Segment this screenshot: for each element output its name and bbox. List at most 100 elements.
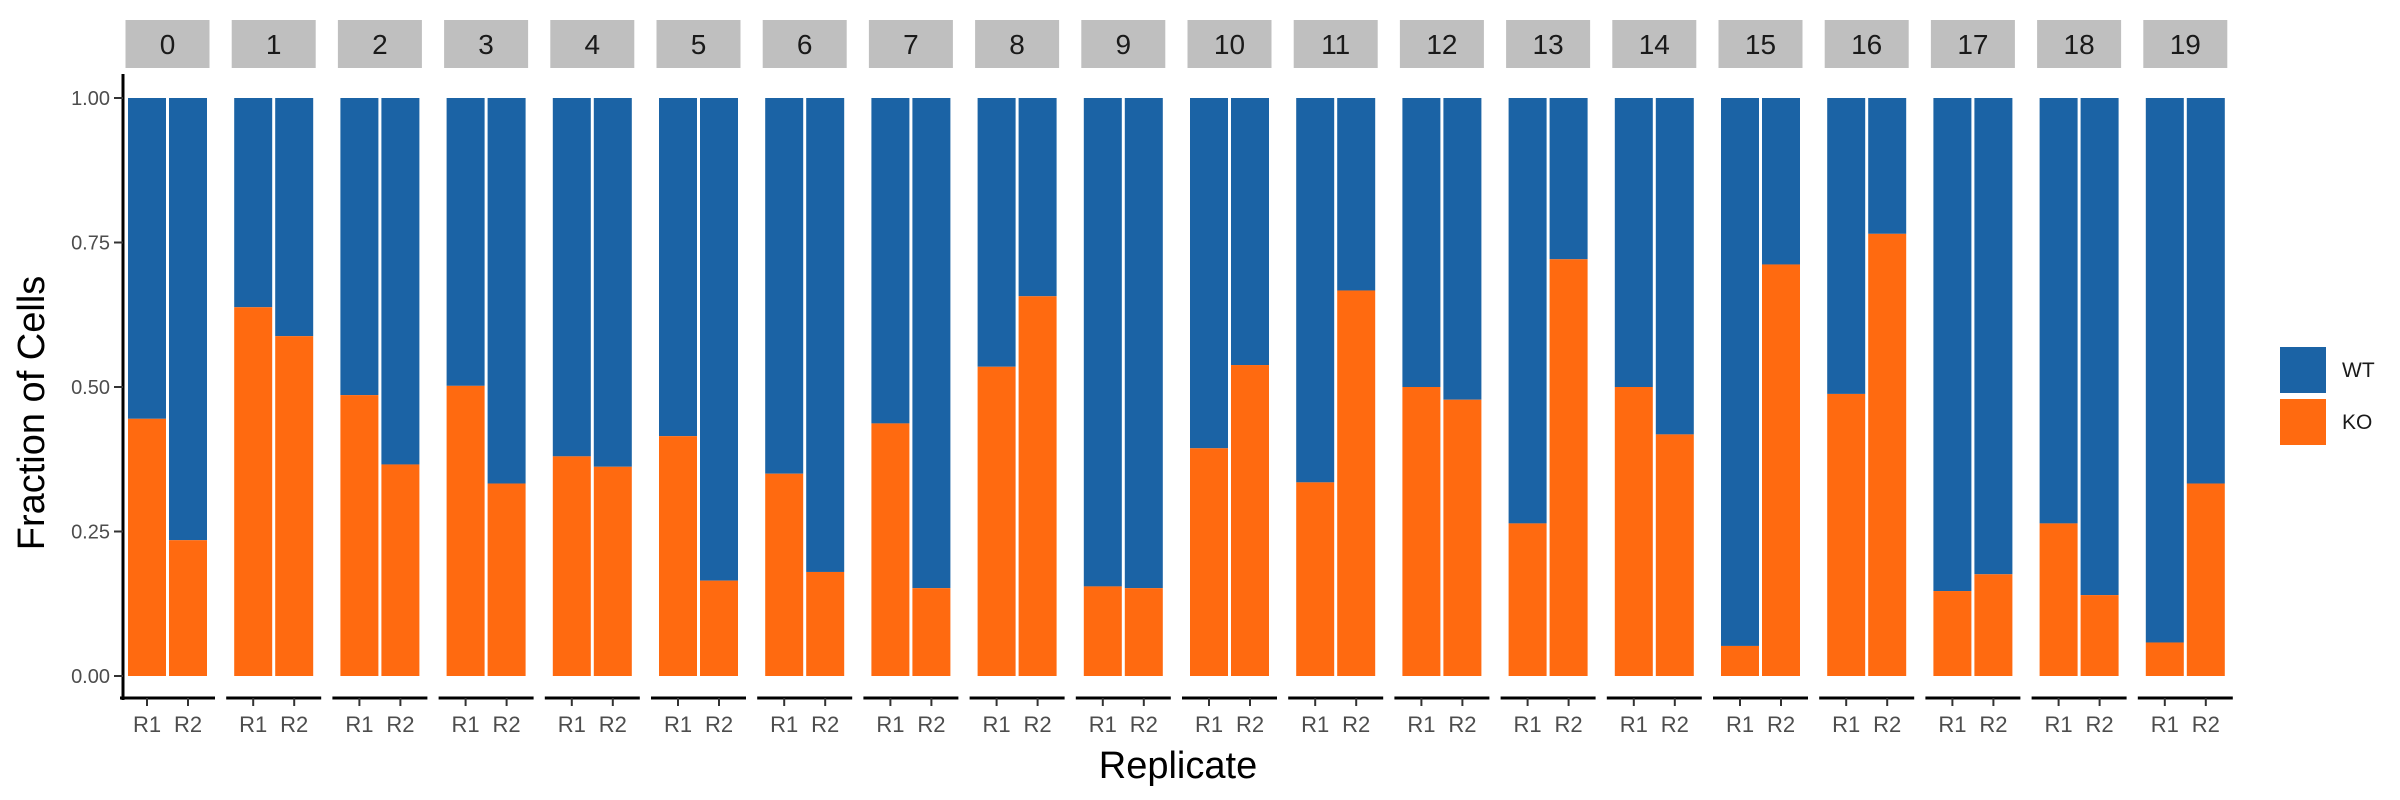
y-tick-label: 1.00 — [71, 88, 110, 110]
x-tick-label: R1 — [1620, 712, 1648, 737]
bar-segment-ko — [275, 336, 314, 676]
bar-segment-wt — [340, 98, 379, 396]
facet-strip — [1187, 20, 1272, 68]
x-tick-label: R1 — [1938, 712, 1966, 737]
bar-segment-wt — [659, 98, 697, 437]
bar-segment-wt — [487, 98, 526, 484]
bar-segment-wt — [1402, 98, 1441, 387]
bar-segment-wt — [912, 98, 951, 589]
x-tick-label: R1 — [1301, 712, 1329, 737]
bar-segment-wt — [2039, 98, 2078, 524]
facet-strip-label: 16 — [1851, 29, 1882, 60]
y-axis: 0.00 0.25 0.50 0.75 1.00 — [71, 74, 125, 700]
facet-panel: 14 R1 R2 — [1606, 20, 1702, 737]
bar-segment-wt — [1549, 98, 1588, 260]
legend-swatch — [2280, 347, 2326, 393]
x-tick-label: R2 — [1979, 712, 2007, 737]
facet-panel: 10 R1 R2 — [1182, 20, 1277, 737]
facet-strip-label: 19 — [2170, 29, 2201, 60]
facet-panel: 12 R1 R2 — [1394, 20, 1490, 737]
bar-segment-wt — [1508, 98, 1547, 524]
facet-strip-label: 10 — [1214, 29, 1245, 60]
facet-strip — [2143, 20, 2228, 68]
facet-strip-label: 6 — [797, 29, 813, 60]
facet-strip — [1824, 20, 1909, 68]
bar-segment-ko — [700, 580, 738, 676]
y-tick-label: 0.50 — [71, 377, 110, 399]
facet-strip — [1399, 20, 1484, 68]
facet-strip — [762, 20, 847, 68]
bar-segment-wt — [1827, 98, 1866, 394]
bar-segment-ko — [2039, 523, 2078, 676]
facet-panel: 16 R1 R2 — [1819, 20, 1915, 737]
facet-strip — [125, 20, 210, 68]
y-axis-title: Fraction of Cells — [11, 276, 53, 551]
bar-segment-ko — [1231, 365, 1269, 676]
facet-panel: 8 R1 R2 — [969, 20, 1065, 737]
bar-segment-wt — [1614, 98, 1653, 387]
bar-segment-ko — [593, 466, 632, 676]
facet-strip — [1506, 20, 1591, 68]
facet-strip — [231, 20, 316, 68]
facet-strip-label: 17 — [1957, 29, 1988, 60]
facet-strip-label: 3 — [478, 29, 494, 60]
bar-segment-ko — [2145, 642, 2184, 676]
facet-strip — [1718, 20, 1803, 68]
bar-segment-wt — [1124, 98, 1163, 589]
facet-panel: 15 R1 R2 — [1713, 20, 1808, 737]
bar-segment-ko — [381, 464, 420, 676]
bar-segment-wt — [765, 98, 804, 474]
facet-strip-label: 7 — [903, 29, 919, 60]
bar-segment-ko — [340, 395, 379, 676]
x-tick-label: R2 — [280, 712, 308, 737]
facet-panels: 0 R1 R2 1 R1 R2 2 R1 R2 3 R1 R2 4 R1 R2 5 R1 R2 6 R1 R2 7 R1 R2… — [120, 20, 2233, 737]
x-tick-label: R2 — [1767, 712, 1795, 737]
facet-strip — [1612, 20, 1697, 68]
bar-segment-ko — [1974, 574, 2013, 676]
bar-segment-ko — [1721, 645, 1759, 676]
x-tick-label: R1 — [1407, 712, 1435, 737]
facet-panel: 18 R1 R2 — [2031, 20, 2127, 737]
facet-panel: 7 R1 R2 — [863, 20, 959, 737]
bar-segment-ko — [169, 540, 207, 676]
x-tick-label: R2 — [1130, 712, 1158, 737]
facet-strip — [550, 20, 635, 68]
facet-strip-label: 11 — [1321, 29, 1350, 60]
x-tick-label: R2 — [705, 712, 733, 737]
x-tick-label: R2 — [174, 712, 202, 737]
x-tick-label: R1 — [1089, 712, 1117, 737]
bar-segment-wt — [1721, 98, 1759, 646]
bar-segment-wt — [1974, 98, 2013, 575]
bar-segment-ko — [552, 456, 591, 676]
x-tick-label: R2 — [1024, 712, 1052, 737]
facet-strip-label: 8 — [1009, 29, 1025, 60]
facet-strip — [337, 20, 422, 68]
x-tick-label: R2 — [811, 712, 839, 737]
facet-strip-label: 1 — [266, 29, 282, 60]
facet-strip-label: 18 — [2064, 29, 2095, 60]
facet-strip — [1081, 20, 1166, 68]
bar-segment-ko — [1124, 588, 1163, 676]
x-tick-label: R1 — [1726, 712, 1754, 737]
bar-segment-wt — [446, 98, 485, 386]
x-tick-label: R1 — [2045, 712, 2073, 737]
bar-segment-ko — [765, 473, 804, 676]
x-tick-label: R2 — [1236, 712, 1264, 737]
x-tick-label: R2 — [1873, 712, 1901, 737]
x-tick-label: R1 — [664, 712, 692, 737]
legend-label: WT — [2342, 359, 2375, 382]
facet-panel: 19 R1 R2 — [2137, 20, 2233, 737]
bar-segment-ko — [1337, 290, 1376, 676]
x-tick-label: R1 — [1832, 712, 1860, 737]
bar-segment-ko — [1868, 233, 1907, 676]
bar-segment-ko — [1190, 448, 1228, 676]
x-tick-label: R2 — [1448, 712, 1476, 737]
bar-segment-wt — [2080, 98, 2119, 596]
legend-swatch — [2280, 399, 2326, 445]
facet-panel: 11 R1 R2 — [1288, 20, 1384, 737]
bar-segment-ko — [977, 366, 1016, 676]
facet-strip-label: 0 — [160, 29, 176, 60]
bar-segment-wt — [700, 98, 738, 581]
bar-segment-ko — [1443, 399, 1482, 676]
